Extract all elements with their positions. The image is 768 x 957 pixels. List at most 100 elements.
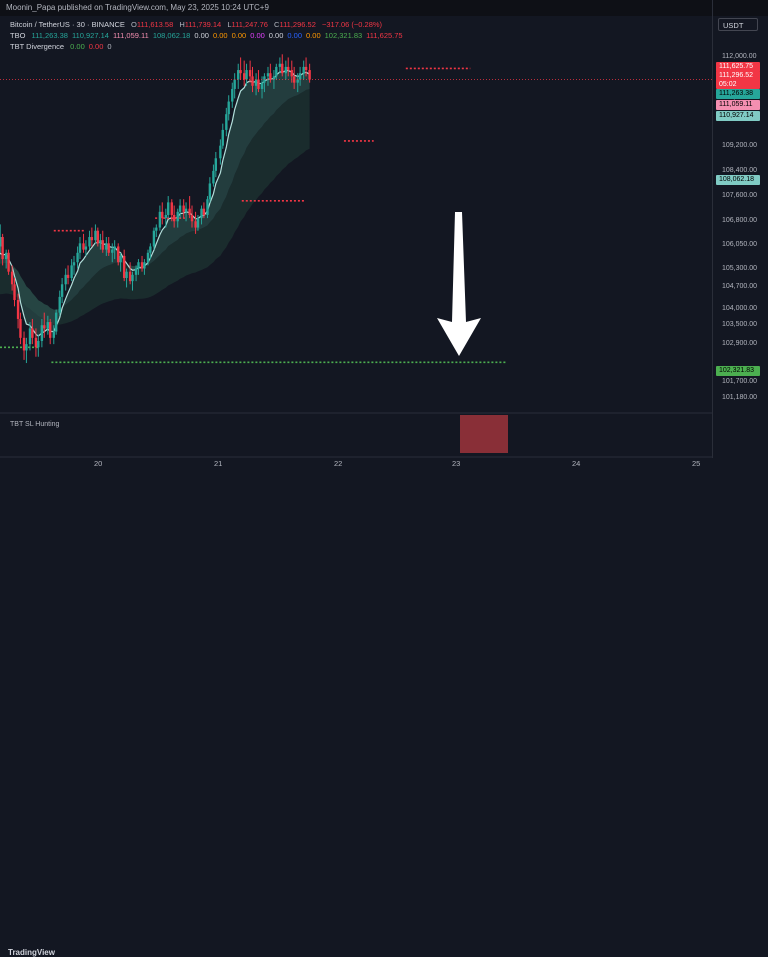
candle-body [178,205,182,212]
divergence-value: 0.00 [70,42,85,51]
down-arrow-annotation [437,212,481,356]
candle-body [64,274,67,285]
candle-body [58,296,61,313]
tbo-cloud-inner [0,70,310,337]
candle-body [0,237,2,247]
candle-body [105,243,108,250]
time-tick-label: 25 [692,459,701,468]
candle-body [278,63,282,67]
price-label-pill: 111,625.75 [716,62,760,72]
candle-body [143,262,146,269]
candle-body [52,331,55,338]
candle-body [254,79,258,86]
candle-body [260,82,264,89]
candle-body [117,246,120,263]
candle-body [54,312,58,332]
candle-body [140,262,144,269]
candle-body [90,237,94,241]
candle-body [125,271,128,278]
candle-body [290,70,293,77]
price-label-pill: 102,321.83 [716,366,760,376]
candle-body [206,199,209,215]
candle-body [245,70,248,80]
candle-body [96,230,100,244]
footer: TradingView [0,472,768,957]
candle-body [31,328,34,338]
currency-selector[interactable]: USDT [718,18,758,31]
ohlc-low: L111,247.76 [227,20,268,29]
candle-body [239,70,242,74]
price-tick-label: 103,500.00 [722,321,758,329]
time-tick-label: 20 [94,459,103,468]
price-tick-label: 108,400.00 [722,166,758,174]
candle-body [158,211,162,228]
tbo-value: 111,059.11 [112,31,149,40]
candle-body [134,268,138,275]
ohlc-close: C111,296.52 [274,20,316,29]
candle-body [40,325,44,341]
candle-body [219,145,222,159]
tbo-value: 0.00 [268,31,284,40]
candle-body [131,274,134,282]
ohlc-high: H111,739.14 [179,20,222,29]
candle-body [281,63,284,74]
candle-body [101,240,104,250]
candle-body [196,218,200,228]
candle-body [269,73,272,80]
tbo-value: 0.00 [212,31,228,40]
tradingview-logo: TradingView [8,948,55,957]
price-tick-label: 109,200.00 [722,141,758,149]
candle-body [227,101,230,115]
time-tick-label: 23 [452,459,461,468]
candle-body [237,70,240,80]
candle-body [284,66,288,74]
candle-body [221,129,224,146]
candle-body [251,76,254,86]
price-tick-label: 105,300.00 [722,264,758,272]
candle-body [49,322,52,338]
candle-body [88,237,91,247]
candle-body [298,73,302,80]
candle-body [167,202,170,215]
divergence-value: 0 [107,42,112,51]
candle-body [242,73,246,80]
price-chart[interactable] [0,0,712,458]
candle-body [119,255,122,263]
price-tick-label: 101,180.00 [722,394,758,402]
price-tick-label: 112,000.00 [722,53,757,61]
candle-body [176,211,179,222]
candle-body [78,243,82,253]
symbol-legend: Bitcoin / TetherUS · 30 · BINANCE O111,6… [10,20,386,29]
tbo-value: 111,263.38 [31,31,68,40]
candle-body [182,205,185,212]
candle-body [202,208,206,215]
candle-body [161,211,164,219]
divergence-legend[interactable]: TBT Divergence 0.00 0.00 0 [10,42,116,51]
candle-body [296,79,299,83]
candle-body [25,344,28,351]
time-tick-label: 22 [334,459,343,468]
candle-body [155,227,158,231]
price-axis[interactable] [712,0,768,458]
candle-body [16,300,20,319]
candle-body [231,88,234,102]
price-tick-label: 101,700.00 [722,377,758,385]
tbo-legend[interactable]: TBO 111,263.38 110,927.14 111,059.11 108,06… [10,31,407,40]
candle-body [152,230,156,247]
candle-body [43,325,46,329]
price-label-pill: 111,059.11 [716,100,760,110]
price-label-pill: 110,927.14 [716,111,760,121]
tbo-value: 0.00 [231,31,247,40]
candle-body [4,252,8,260]
tbo-value: 102,321.83 [324,31,363,40]
candle-body [34,337,38,348]
price-tick-label: 107,600.00 [722,192,758,200]
candle-body [190,214,194,222]
candle-body [19,318,22,338]
candle-body [13,284,16,301]
candle-body [208,183,212,200]
price-tick-label: 102,900.00 [722,340,758,348]
candle-body [28,328,32,345]
panel-label: TBT SL Hunting [10,421,60,428]
symbol-title[interactable]: Bitcoin / TetherUS · 30 · BINANCE [10,20,125,29]
